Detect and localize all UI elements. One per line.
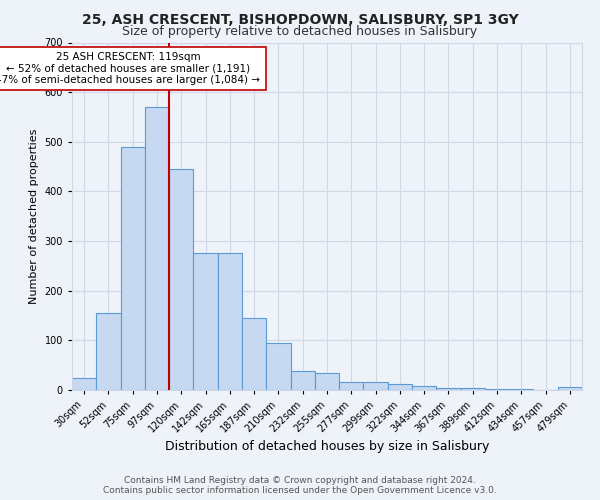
Bar <box>388 384 412 390</box>
Bar <box>96 313 121 390</box>
Bar <box>558 386 582 390</box>
Bar <box>242 318 266 390</box>
Bar <box>315 372 339 390</box>
X-axis label: Distribution of detached houses by size in Salisbury: Distribution of detached houses by size … <box>165 440 489 452</box>
Bar <box>485 389 509 390</box>
Y-axis label: Number of detached properties: Number of detached properties <box>29 128 39 304</box>
Bar <box>218 254 242 390</box>
Bar <box>169 169 193 390</box>
Bar <box>72 378 96 390</box>
Text: 25 ASH CRESCENT: 119sqm
← 52% of detached houses are smaller (1,191)
47% of semi: 25 ASH CRESCENT: 119sqm ← 52% of detache… <box>0 52 260 85</box>
Bar <box>193 254 218 390</box>
Bar <box>509 389 533 390</box>
Bar <box>364 382 388 390</box>
Bar <box>339 382 364 390</box>
Bar <box>290 371 315 390</box>
Bar <box>412 386 436 390</box>
Bar <box>266 343 290 390</box>
Bar <box>121 147 145 390</box>
Text: Contains HM Land Registry data © Crown copyright and database right 2024.
Contai: Contains HM Land Registry data © Crown c… <box>103 476 497 495</box>
Bar <box>145 107 169 390</box>
Text: Size of property relative to detached houses in Salisbury: Size of property relative to detached ho… <box>122 25 478 38</box>
Bar <box>461 388 485 390</box>
Text: 25, ASH CRESCENT, BISHOPDOWN, SALISBURY, SP1 3GY: 25, ASH CRESCENT, BISHOPDOWN, SALISBURY,… <box>82 12 518 26</box>
Bar <box>436 388 461 390</box>
